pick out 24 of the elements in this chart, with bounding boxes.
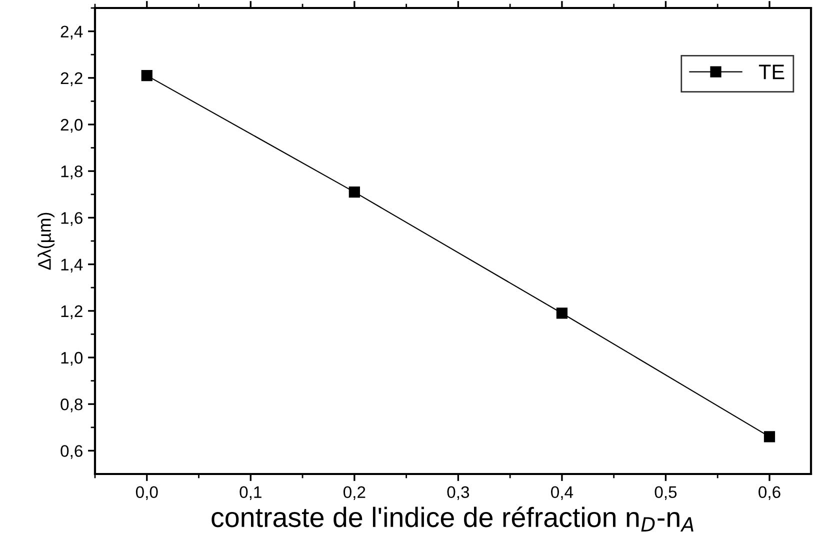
y-tick-label: 0,6 [60,445,82,459]
y-tick-label: 1,8 [61,166,82,180]
x-tick-label: 0,4 [551,486,574,500]
x-tick-label: 0,0 [136,486,158,500]
x-tick-label: 0,3 [447,486,470,500]
y-tick-label: 2,4 [60,26,83,40]
x-tick-label: 0,5 [654,486,677,500]
y-tick-label: 1,0 [61,352,83,366]
point [764,431,776,442]
x-axis-title: contraste de l'indice de réfraction n$_{D}$-n$_{A}$ [212,506,694,532]
y-tick-label: 2,0 [60,118,83,133]
legend-label: TE [758,64,784,80]
point [348,186,360,198]
y-tick-label: 0,8 [60,398,82,412]
x-tick-label: 0,2 [343,486,366,500]
y-tick-label: 1,4 [61,258,83,272]
x-tick-label: 0,6 [758,486,780,500]
point [556,308,568,319]
point [141,70,152,82]
y-axis-title: Δλ(µm) [38,212,54,270]
y-tick-label: 1,6 [61,212,82,226]
x-tick-label: 0,1 [240,486,262,500]
y-tick-label: 1,2 [61,305,82,320]
y-tick-label: 2,2 [60,72,82,86]
